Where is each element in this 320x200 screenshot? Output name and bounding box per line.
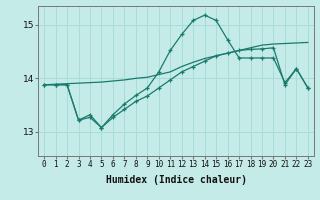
X-axis label: Humidex (Indice chaleur): Humidex (Indice chaleur) [106, 175, 246, 185]
